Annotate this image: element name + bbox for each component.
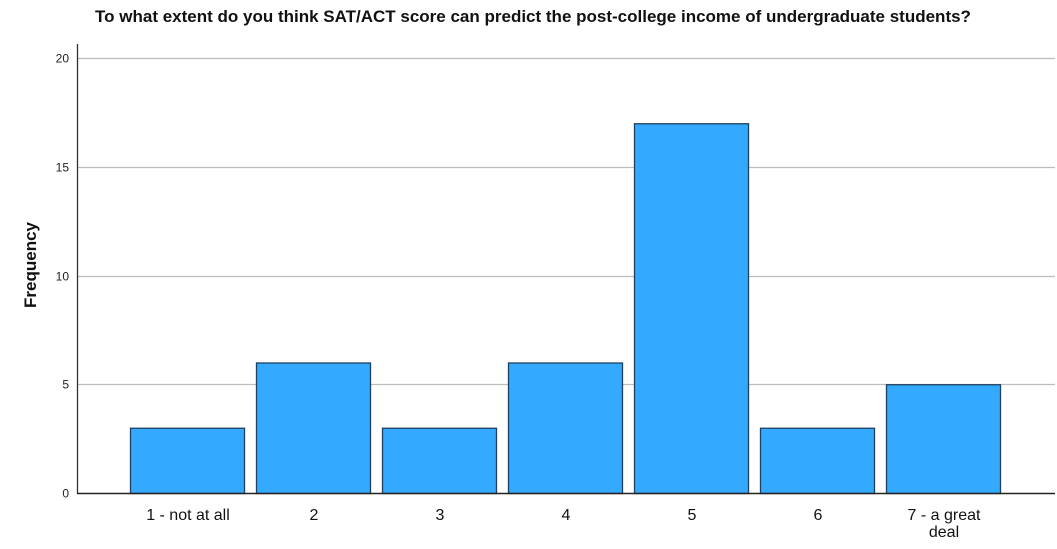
y-tick-label: 5 <box>62 378 69 392</box>
x-tick-label: 5 <box>688 507 697 524</box>
axes <box>76 44 1055 495</box>
y-tick-label: 10 <box>56 270 70 284</box>
bar <box>255 362 372 495</box>
x-tick-label: 4 <box>562 507 571 524</box>
y-tick-labels: 0 5 10 15 20 <box>56 52 70 501</box>
bar <box>759 427 876 495</box>
gridlines <box>77 57 1055 386</box>
y-tick-label: 15 <box>56 161 70 175</box>
x-tick-labels: 1 - not at all 2 3 4 5 6 7 - a great deal <box>146 507 981 541</box>
bar <box>129 427 246 495</box>
y-tick-label: 20 <box>56 52 70 66</box>
bar <box>633 123 750 495</box>
bar <box>885 384 1002 495</box>
x-tick-label: 7 - a great deal <box>908 507 981 541</box>
bars <box>129 123 1002 495</box>
x-tick-label: 6 <box>814 507 823 524</box>
chart-title: To what extent do you think SAT/ACT scor… <box>95 7 971 26</box>
bar <box>381 427 498 495</box>
y-axis-label: Frequency <box>21 221 40 308</box>
x-tick-label: 3 <box>436 507 445 524</box>
x-tick-label: 2 <box>310 507 319 524</box>
y-tick-label: 0 <box>62 487 69 501</box>
x-tick-label: 1 - not at all <box>146 507 230 524</box>
bar <box>507 362 624 495</box>
